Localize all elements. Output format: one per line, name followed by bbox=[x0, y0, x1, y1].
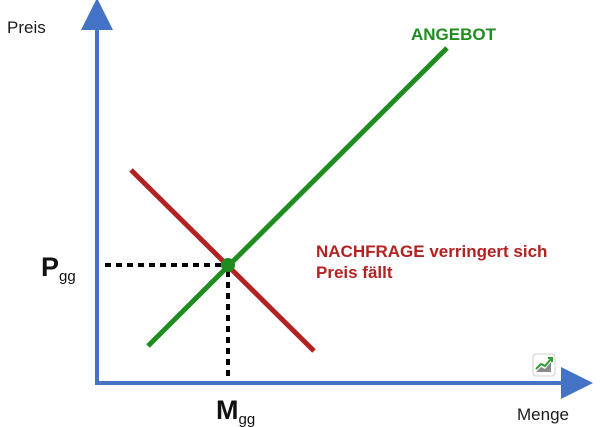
supply-curve bbox=[146, 46, 449, 348]
supply-label: ANGEBOT bbox=[411, 25, 497, 44]
demand-label-line2: Preis fällt bbox=[316, 263, 393, 282]
price-equilibrium-label: Pgg bbox=[41, 252, 76, 285]
demand-curve bbox=[129, 168, 316, 353]
equilibrium-point bbox=[221, 258, 235, 272]
quantity-equilibrium-label: Mgg bbox=[216, 395, 255, 427]
demand-label-line1: NACHFRAGE verringert sich bbox=[316, 242, 547, 261]
chart-trend-up-icon bbox=[532, 353, 556, 377]
y-axis-label: Preis bbox=[7, 18, 46, 37]
x-axis-label: Menge bbox=[517, 405, 569, 424]
